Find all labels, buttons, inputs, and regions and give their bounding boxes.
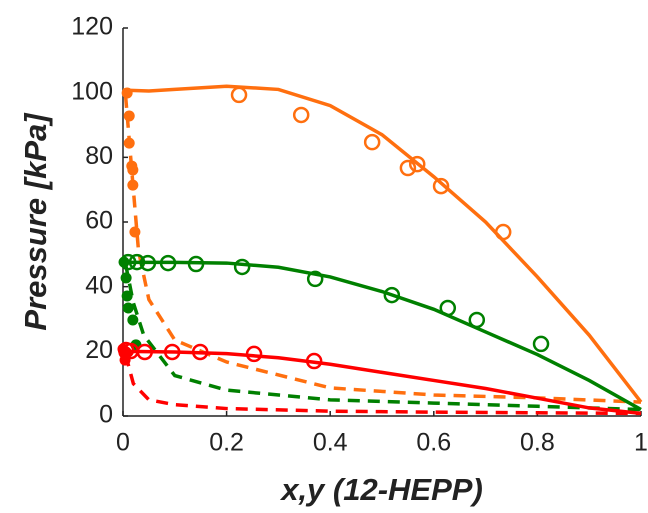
open-marker xyxy=(363,133,381,151)
filled-marker xyxy=(120,346,132,358)
open-marker xyxy=(187,255,205,273)
open-marker xyxy=(139,254,157,272)
open-marker xyxy=(230,86,248,104)
open-marker xyxy=(532,335,550,353)
open-marker xyxy=(468,311,486,329)
open-marker xyxy=(292,106,310,124)
dashed-line xyxy=(123,263,642,412)
open-marker xyxy=(305,352,323,370)
x-axis-title: x,y (12-HEPP) xyxy=(279,472,483,507)
x-tick-label: 0 xyxy=(116,429,130,457)
filled-marker xyxy=(121,290,133,302)
solid-line xyxy=(122,84,643,404)
open-marker xyxy=(191,343,209,361)
open-marker xyxy=(399,159,417,177)
open-marker xyxy=(408,155,426,173)
filled-marker xyxy=(123,137,135,149)
x-tick-label: 1 xyxy=(634,429,648,457)
y-tick-label: 20 xyxy=(85,336,113,364)
x-tick-label: 0.8 xyxy=(520,429,555,457)
filled-marker xyxy=(127,179,139,191)
filled-marker xyxy=(122,302,134,314)
open-marker xyxy=(439,299,457,317)
solid-line xyxy=(122,349,642,416)
filled-marker xyxy=(127,314,139,326)
solid-line xyxy=(123,260,642,412)
y-tick-label: 40 xyxy=(85,271,113,299)
filled-marker xyxy=(127,164,139,176)
open-marker xyxy=(245,345,263,363)
y-axis-title: Pressure [kPa] xyxy=(18,112,53,331)
y-tick-label: 100 xyxy=(71,77,113,105)
dashed-line xyxy=(123,95,642,404)
x-tick-label: 0.6 xyxy=(416,429,451,457)
open-marker xyxy=(383,286,401,304)
dashed-line xyxy=(123,354,642,416)
open-marker xyxy=(233,258,251,276)
y-tick-label: 60 xyxy=(85,207,113,235)
y-tick-label: 0 xyxy=(99,401,113,429)
open-marker xyxy=(136,343,154,361)
open-marker xyxy=(128,253,146,271)
open-marker xyxy=(306,270,324,288)
open-marker xyxy=(432,177,450,195)
y-tick-label: 120 xyxy=(71,13,113,41)
open-marker xyxy=(494,223,512,241)
x-tick-label: 0.4 xyxy=(313,429,348,457)
filled-marker xyxy=(121,87,133,99)
filled-marker xyxy=(120,272,132,284)
filled-marker xyxy=(119,354,131,366)
y-tick-label: 80 xyxy=(85,142,113,170)
filled-marker xyxy=(129,226,141,238)
filled-marker xyxy=(118,256,130,268)
filled-marker xyxy=(123,110,135,122)
open-marker xyxy=(159,254,177,272)
x-tick-label: 0.2 xyxy=(209,429,244,457)
open-marker xyxy=(163,343,181,361)
